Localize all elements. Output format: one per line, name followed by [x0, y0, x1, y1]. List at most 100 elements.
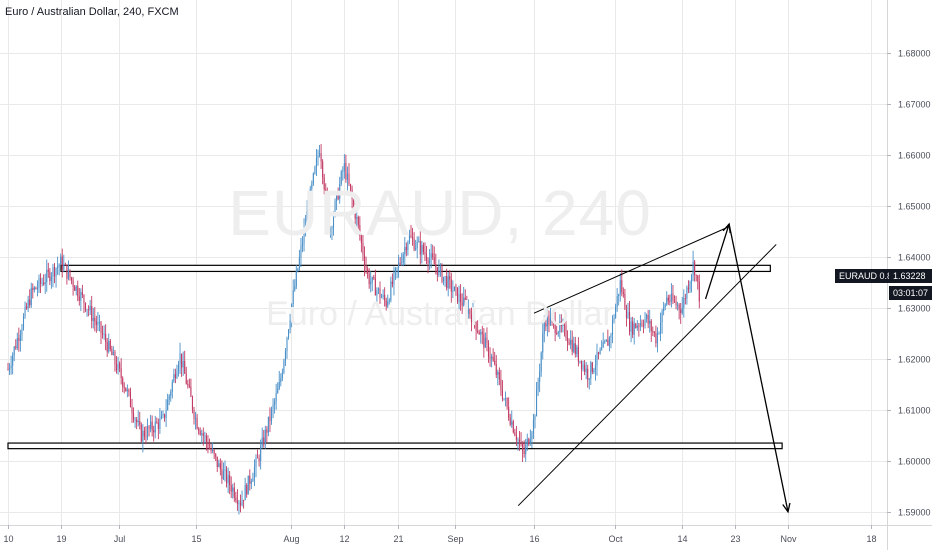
projection-arrows[interactable] — [704, 222, 791, 514]
candle-body — [478, 332, 480, 335]
time-tick-label: 18 — [866, 534, 876, 544]
grid-lines — [0, 0, 887, 525]
candle-body — [615, 306, 617, 318]
candle-body — [483, 333, 485, 348]
price-tick-label: 1.65000 — [898, 202, 931, 212]
candle-body — [444, 276, 446, 278]
candle-body — [425, 254, 428, 261]
candle-body — [560, 321, 562, 327]
candle-body — [185, 373, 187, 384]
candle-body — [91, 305, 93, 321]
candle-body — [582, 364, 584, 370]
candle-body — [106, 342, 108, 352]
last-price-tag: 1.63228 — [889, 269, 932, 283]
candle-body — [613, 317, 615, 321]
candle-body — [160, 415, 162, 419]
candle-body — [7, 369, 9, 371]
candle-body — [12, 355, 14, 366]
candle-body — [607, 339, 609, 346]
candle-body — [374, 278, 376, 296]
candle-body — [365, 265, 367, 270]
candle-body — [632, 321, 634, 335]
time-tick-label: Aug — [283, 534, 299, 544]
price-tick-label: 1.62000 — [898, 355, 931, 365]
trendline[interactable] — [517, 244, 777, 507]
horizontal-zones[interactable] — [7, 264, 783, 450]
candle-body — [636, 325, 638, 328]
time-tick-label: 21 — [393, 534, 403, 544]
candle-body — [255, 457, 257, 468]
candle-body — [301, 243, 304, 246]
trendline[interactable] — [533, 226, 730, 314]
candle-body — [195, 417, 197, 419]
candle-body — [553, 318, 555, 321]
candle-body — [608, 337, 610, 346]
time-tick-label: 19 — [56, 534, 66, 544]
candle-body — [190, 386, 192, 397]
candle-body — [61, 256, 63, 270]
candle-body — [669, 300, 671, 302]
candle-body — [463, 297, 465, 306]
candle-body — [123, 386, 125, 388]
candle-body — [381, 296, 383, 298]
candle-body — [424, 252, 426, 255]
candle-body — [692, 261, 694, 276]
candle-body — [339, 183, 341, 199]
candle-body — [122, 378, 124, 387]
candle-body — [179, 353, 181, 365]
candle-body — [646, 314, 648, 319]
candle-body — [81, 292, 83, 296]
candle-body — [466, 302, 468, 314]
candle-body — [292, 290, 294, 305]
horizontal-zone[interactable] — [60, 264, 771, 273]
candle-body — [618, 293, 620, 297]
time-tick-label: 10 — [3, 534, 13, 544]
candle-body — [49, 271, 51, 282]
candle-body — [133, 413, 135, 420]
candle-body — [100, 321, 102, 334]
arrow-shaft[interactable] — [728, 223, 789, 512]
arrow-shaft[interactable] — [704, 223, 730, 300]
candle-body — [658, 333, 660, 335]
candle-body — [464, 297, 466, 303]
time-tick-label: Jul — [114, 534, 126, 544]
candle-body — [573, 343, 575, 352]
price-axis[interactable]: 1.68000 1.67000 1.66000 1.65000 1.64000 1.630… — [887, 49, 931, 518]
candle-body — [246, 485, 248, 495]
candle-body — [204, 435, 206, 437]
candle-body — [484, 337, 486, 348]
candle-body — [525, 445, 527, 454]
candle-body — [345, 162, 347, 180]
candle-body — [315, 158, 317, 168]
price-tick-label: 1.59000 — [898, 508, 931, 518]
candle-body — [284, 351, 286, 361]
candle-body — [681, 307, 683, 314]
horizontal-zone[interactable] — [7, 442, 783, 450]
candle-body — [360, 235, 362, 243]
candle-body — [257, 457, 259, 459]
candle-body — [627, 312, 629, 318]
candle-body — [382, 294, 384, 297]
trendlines[interactable] — [517, 226, 777, 507]
description-watermark: Euro / Australian Dollar — [266, 295, 614, 333]
candle-body — [126, 389, 128, 392]
candle-body — [306, 211, 308, 225]
candle-body — [642, 325, 645, 326]
candle-body — [230, 485, 232, 492]
candle-body — [269, 416, 271, 422]
candle-body — [174, 374, 176, 379]
candle-body — [142, 430, 144, 442]
time-axis[interactable]: 10 19 Jul 15 Aug 12 21 Sep 16 Oct 14 23 Nov 18 — [3, 525, 877, 544]
candle-body — [354, 205, 356, 219]
candle-body — [278, 382, 280, 389]
candle-body — [579, 360, 581, 362]
candle-body — [208, 448, 211, 450]
candle-body — [125, 387, 127, 392]
candle-body — [435, 264, 437, 268]
candle-body — [664, 304, 666, 308]
candle-body — [433, 257, 435, 265]
candle-body — [422, 245, 424, 253]
candle-body — [580, 360, 583, 370]
candle-body — [534, 416, 536, 420]
